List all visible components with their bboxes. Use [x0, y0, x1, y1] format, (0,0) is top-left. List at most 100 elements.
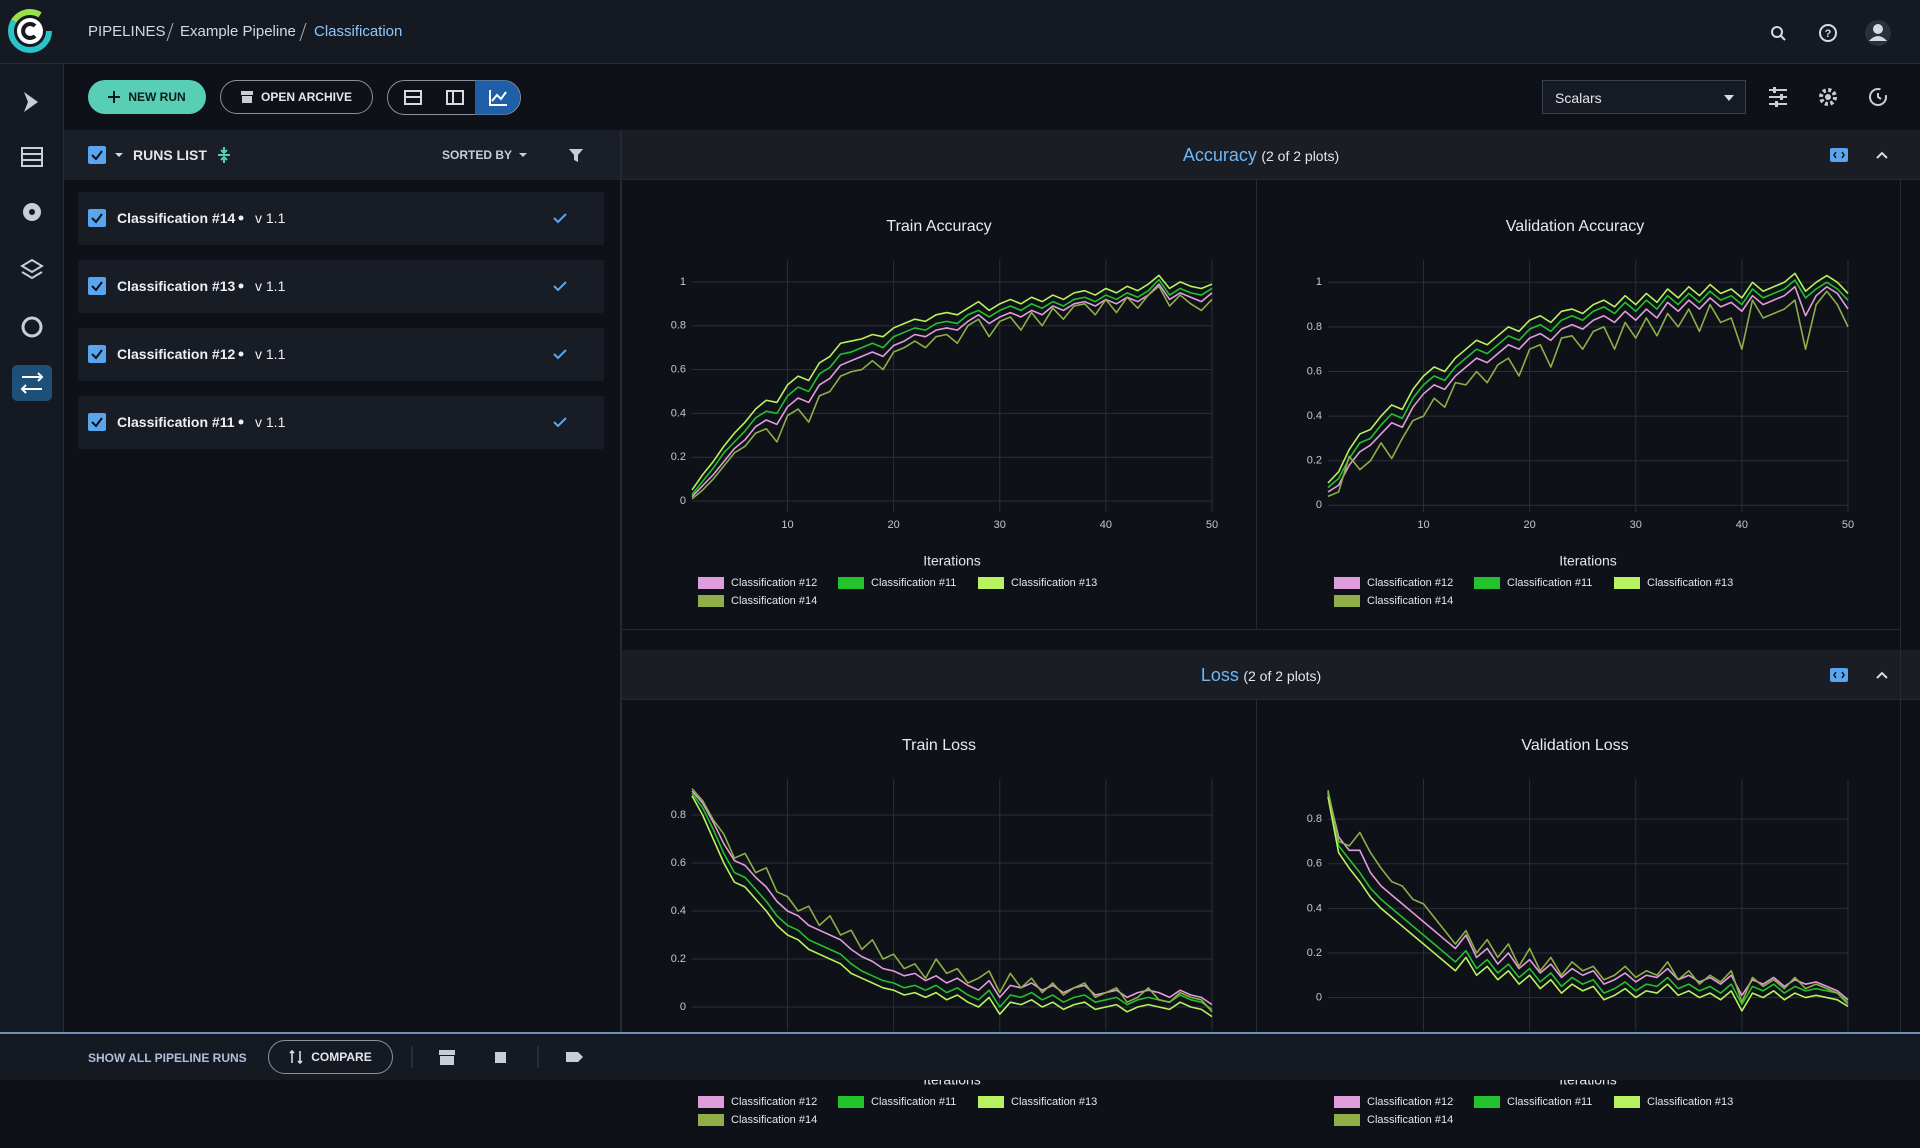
- footer-icons[interactable]: [410, 1044, 600, 1070]
- y-tick-label: 0: [680, 495, 686, 507]
- new-run-button[interactable]: NEW RUN: [88, 80, 206, 114]
- plot-cell: Validation Loss00.20.40.60.81020304050It…: [1258, 699, 1892, 1148]
- series-line: [1327, 792, 1849, 1001]
- dropdown-arrow: [1724, 95, 1734, 101]
- x-tick-label: 10: [781, 519, 793, 531]
- legend-label: Classification #12: [1367, 577, 1453, 589]
- series-line: [691, 285, 1213, 500]
- bullet: [238, 215, 244, 221]
- select-all-checkbox[interactable]: [88, 146, 128, 164]
- y-tick-label: 0.4: [671, 905, 686, 917]
- nav-icons[interactable]: [0, 64, 63, 464]
- toolbar-icons[interactable]: [1766, 84, 1906, 110]
- top-bar: PIPELINES Example Pipeline Classificatio…: [0, 0, 1920, 64]
- y-tick-label: 0.8: [671, 809, 686, 821]
- y-tick-label: 0.8: [1307, 813, 1322, 825]
- section-header[interactable]: Accuracy (2 of 2 plots): [622, 130, 1920, 180]
- plot-title: Train Loss: [902, 737, 976, 754]
- run-version: v 1.1: [255, 278, 286, 294]
- button-label: COMPARE: [311, 1050, 372, 1064]
- compare-icon: [289, 1050, 303, 1064]
- section-icons[interactable]: [1830, 667, 1910, 683]
- y-tick-label: 1: [1316, 276, 1322, 288]
- y-tick-label: 0.8: [671, 320, 686, 332]
- run-row[interactable]: Classification #11 v 1.1: [78, 396, 604, 449]
- series-line: [691, 274, 1213, 491]
- runs-list-header: RUNS LIST SORTED BY: [64, 130, 620, 180]
- legend-swatch: [1334, 595, 1360, 607]
- run-name: Classification #13: [117, 278, 236, 294]
- density-icon[interactable]: [216, 146, 232, 164]
- separator: [166, 22, 174, 42]
- view-toggle[interactable]: [387, 80, 521, 115]
- run-checkbox[interactable]: [88, 209, 106, 227]
- series-line: [691, 790, 1213, 1006]
- series-line: [1327, 796, 1849, 1012]
- breadcrumb[interactable]: Classification: [314, 23, 403, 40]
- run-row[interactable]: Classification #13 v 1.1: [78, 260, 604, 313]
- sort-label[interactable]: SORTED BY: [442, 148, 513, 162]
- show-all-link[interactable]: SHOW ALL PIPELINE RUNS: [88, 1051, 247, 1065]
- view-select[interactable]: Scalars: [1542, 80, 1746, 114]
- breadcrumb[interactable]: PIPELINES: [88, 23, 166, 40]
- run-name: Classification #11: [117, 414, 235, 430]
- legend-label: Classification #12: [731, 1096, 817, 1108]
- plus-icon: [108, 91, 121, 103]
- run-checkbox[interactable]: [88, 345, 106, 363]
- select-value: Scalars: [1555, 90, 1602, 106]
- open-archive-button[interactable]: OPEN ARCHIVE: [220, 80, 373, 114]
- run-name: Classification #14: [117, 210, 236, 226]
- y-tick-label: 0: [680, 1001, 686, 1013]
- section-subtitle: (2 of 2 plots): [1243, 668, 1322, 684]
- svg-text:?: ?: [1825, 28, 1832, 40]
- compare-button[interactable]: COMPARE: [268, 1040, 393, 1074]
- side-bar: [0, 64, 64, 1032]
- y-tick-label: 0.2: [671, 953, 686, 965]
- status-check: [553, 213, 567, 224]
- breadcrumb[interactable]: Example Pipeline: [180, 23, 296, 40]
- y-tick-label: 0: [1316, 499, 1322, 511]
- y-tick-label: 0.6: [1307, 858, 1322, 870]
- filter-icon[interactable]: [568, 147, 584, 163]
- run-row[interactable]: Classification #12 v 1.1: [78, 328, 604, 381]
- series-line: [1327, 285, 1849, 493]
- header-icons[interactable]: ?: [1768, 20, 1908, 46]
- separator: [299, 22, 307, 42]
- legend-swatch: [1474, 577, 1500, 589]
- legend-swatch: [1334, 1096, 1360, 1108]
- series-line: [691, 283, 1213, 498]
- y-tick-label: 0.2: [1307, 455, 1322, 467]
- bullet: [238, 351, 244, 357]
- series-line: [1327, 789, 1849, 1005]
- cell-divider: [1900, 180, 1901, 1032]
- section-title: Loss: [1200, 665, 1239, 685]
- y-tick-label: 0.4: [671, 407, 686, 419]
- status-check: [553, 417, 567, 428]
- legend-swatch: [978, 1096, 1004, 1108]
- cell-divider: [1256, 180, 1257, 629]
- series-line: [691, 278, 1213, 495]
- series-line: [1327, 794, 1849, 1006]
- run-row[interactable]: Classification #14 v 1.1: [78, 192, 604, 245]
- y-tick-label: 0.4: [1307, 902, 1322, 914]
- x-tick-label: 40: [1100, 519, 1112, 531]
- section-header[interactable]: Loss (2 of 2 plots): [622, 650, 1920, 700]
- plot: Train Accuracy 0 0.2 0.4 0.6 0.8 1 10 20 30 40 50 It…: [671, 218, 1218, 607]
- series-line: [1327, 290, 1849, 498]
- plot: Train Loss00.20.40.60.81020304050Iterati…: [671, 737, 1218, 1126]
- x-axis-label: Iterations: [923, 553, 981, 569]
- runs-list-title: RUNS LIST: [133, 147, 207, 163]
- divider: [620, 130, 622, 1032]
- y-tick-label: 0.6: [1307, 365, 1322, 377]
- legend-label: Classification #12: [1367, 1096, 1453, 1108]
- series-line: [1327, 279, 1849, 489]
- section-icons[interactable]: [1830, 147, 1910, 163]
- sort-arrow[interactable]: [518, 152, 528, 158]
- run-checkbox[interactable]: [88, 277, 106, 295]
- logo[interactable]: [8, 8, 54, 54]
- plot-title: Train Accuracy: [886, 218, 991, 235]
- run-checkbox[interactable]: [88, 413, 106, 431]
- legend-swatch: [1614, 577, 1640, 589]
- status-check: [553, 349, 567, 360]
